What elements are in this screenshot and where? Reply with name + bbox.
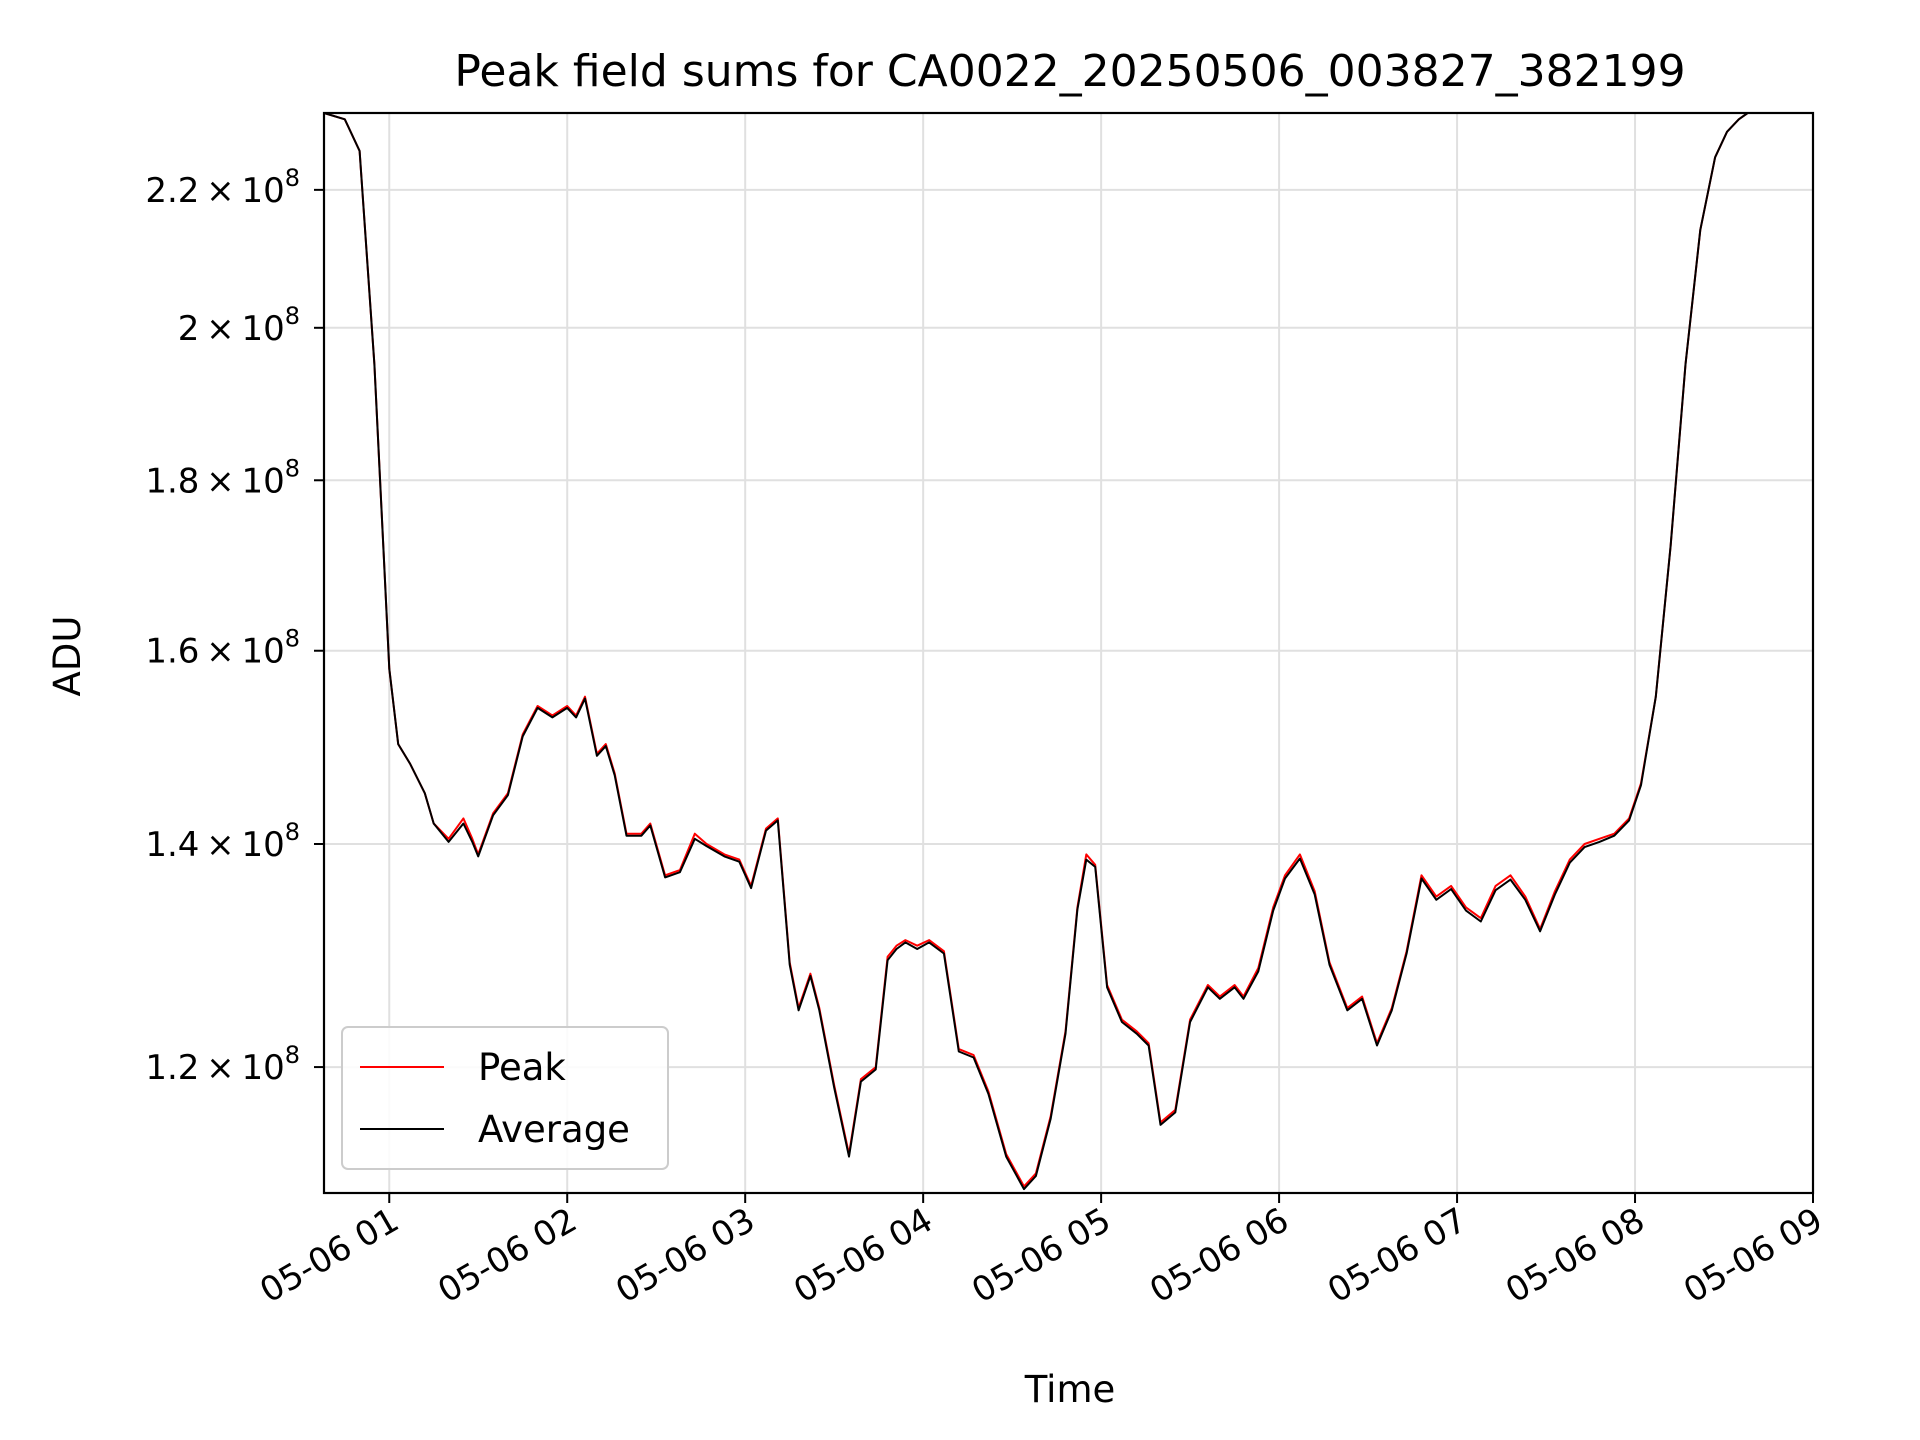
series-group — [323, 112, 1813, 1191]
y-axis: 1.2 × 108 1.4 × 108 1.6 × 108 1.8 × 108 2 × … — [145, 164, 324, 1088]
y-tick-label: 2.2 × 108 — [145, 164, 300, 211]
series-line-average — [323, 112, 1813, 1191]
y-tick-label: 1.4 × 108 — [145, 818, 300, 865]
y-tick-label: 1.6 × 108 — [145, 625, 300, 672]
x-axis-label: Time — [1024, 1368, 1116, 1411]
y-tick-label: 2 × 108 — [178, 302, 300, 349]
legend: Peak Average — [341, 1026, 669, 1170]
chart-title: Peak field sums for CA0022_20250506_0038… — [454, 46, 1685, 97]
plot-frame — [322, 111, 1815, 1195]
legend-label: Average — [478, 1108, 630, 1151]
y-tick-label: 1.8 × 108 — [145, 454, 300, 501]
y-axis-label: ADU — [46, 616, 89, 697]
y-tick-label: 1.2 × 108 — [145, 1041, 300, 1088]
legend-label: Peak — [478, 1046, 566, 1089]
legend-box — [341, 1026, 669, 1170]
